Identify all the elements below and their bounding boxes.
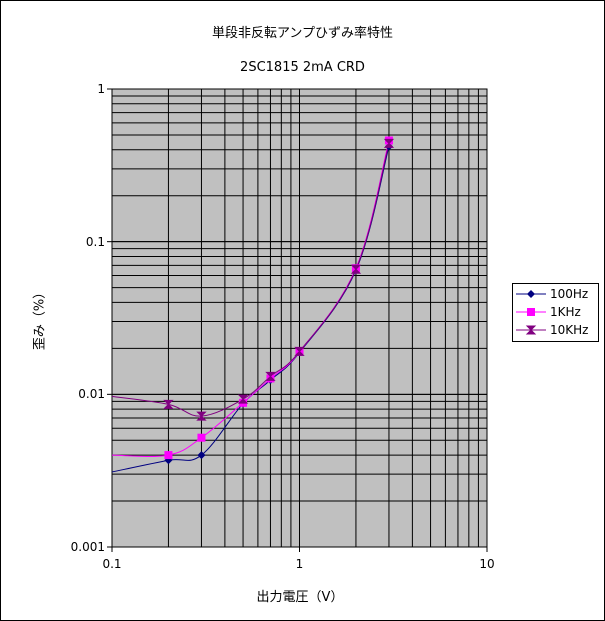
x-tick-label: 10 [479, 557, 494, 571]
legend-marker-1khz [516, 308, 546, 316]
y-tick-label: 1 [97, 82, 105, 96]
data-point-10khz [294, 346, 305, 356]
data-point-10khz [237, 394, 249, 404]
grid-lines [107, 88, 488, 552]
axis-tick-labels: 0.1 1 10 1 0.1 0.01 0.001 [71, 82, 495, 571]
x-tick-label: 0.1 [102, 557, 121, 571]
legend-label: 100Hz [550, 287, 589, 301]
legend-label: 10KHz [550, 323, 589, 337]
legend-label: 1KHz [550, 305, 581, 319]
data-point-10khz [163, 399, 174, 409]
data-point-100hz [197, 451, 206, 460]
data-point-10khz [265, 371, 276, 381]
legend-item-100hz: 100Hz [513, 286, 598, 303]
y-tick-label: 0.001 [71, 540, 105, 554]
data-point-10khz [196, 411, 207, 421]
y-tick-label: 0.1 [86, 235, 105, 249]
chart-title: 単段非反転アンプひずみ率特性 [211, 26, 394, 41]
legend-marker-10khz [516, 325, 546, 335]
series-markers [163, 136, 395, 465]
data-point-1khz [197, 433, 206, 442]
x-tick-label: 1 [296, 557, 304, 571]
chart-subtitle: 2SC1815 2mA CRD [240, 60, 365, 75]
y-tick-label: 0.01 [78, 387, 105, 401]
data-point-10khz [350, 264, 362, 274]
data-point-1khz [164, 451, 173, 460]
legend: 100Hz 1KHz 10KHz [512, 283, 599, 342]
legend-item-1khz: 1KHz [513, 304, 598, 321]
x-axis-label: 出力電圧（V） [256, 590, 344, 605]
y-axis-label: 歪み（%） [32, 285, 48, 351]
legend-item-10khz: 10KHz [513, 322, 598, 339]
legend-marker-100hz [516, 290, 546, 298]
data-point-10khz [383, 138, 395, 148]
